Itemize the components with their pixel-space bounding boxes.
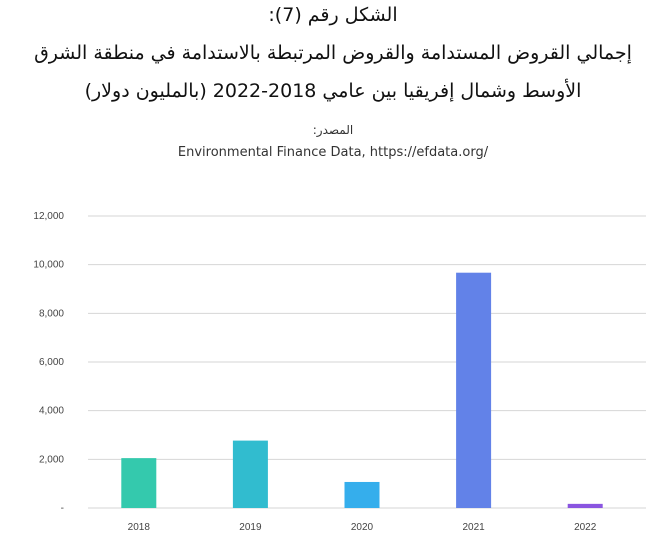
bar-2021 [456, 272, 492, 508]
chart-title-line-1: إجمالي القروض المستدامة والقروض المرتبطة… [34, 42, 632, 64]
bar-2018 [121, 458, 157, 508]
x-tick-label: 2019 [239, 522, 262, 533]
bar-2022 [567, 503, 603, 508]
chart-title-line-2: الأوسط وشمال إفريقيا بين عامي 2018-2022 … [84, 80, 582, 102]
x-tick-label: 2022 [574, 522, 597, 533]
y-tick-label: 6,000 [39, 357, 64, 368]
bar-2020 [344, 481, 380, 508]
source-label: المصدر: [312, 123, 354, 137]
y-tick-label: - [61, 503, 64, 514]
y-tick-label: 10,000 [33, 260, 64, 271]
y-tick-label: 4,000 [39, 406, 64, 417]
figure-number: الشكل رقم (7): [268, 4, 398, 26]
y-tick-label: 12,000 [33, 211, 64, 222]
x-tick-label: 2021 [462, 522, 485, 533]
x-tick-label: 2018 [128, 522, 151, 533]
bar-2019 [232, 440, 268, 508]
x-tick-label: 2020 [351, 522, 374, 533]
source-text: Environmental Finance Data, https://efda… [177, 145, 489, 160]
y-tick-label: 2,000 [39, 454, 64, 465]
y-tick-label: 8,000 [39, 308, 64, 319]
